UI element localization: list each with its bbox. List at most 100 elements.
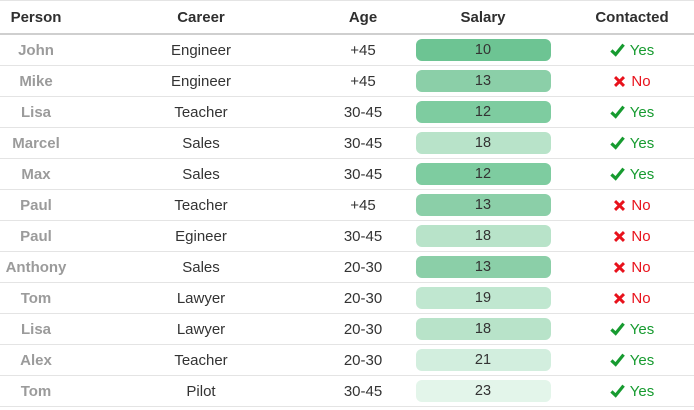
salary-badge: 12 [415,163,551,185]
contacted-label: Yes [629,351,655,369]
check-icon [610,383,625,398]
table-row: Tom Pilot 30-45 23 Yes [0,375,694,407]
person-cell: Max [0,158,72,190]
age-cell: 30-45 [330,158,396,190]
table-row: Anthony Sales 20-30 13 No [0,251,694,283]
salary-cell: 18 [396,220,570,252]
contacted-label: Yes [629,320,655,338]
table-row: Lisa Teacher 30-45 12 Yes [0,96,694,128]
person-cell: Mike [0,65,72,97]
person-cell: Marcel [0,127,72,159]
contacted-cell: Yes [570,375,694,407]
career-cell: Lawyer [72,282,330,314]
contacted-cell: No [570,282,694,314]
header-row: Person Career Age Salary Contacted [0,0,694,35]
salary-cell: 21 [396,344,570,376]
table-row: Max Sales 30-45 12 Yes [0,158,694,190]
column-header-person: Person [0,0,72,35]
salary-badge: 13 [415,70,551,92]
salary-cell: 23 [396,375,570,407]
person-cell: Lisa [0,313,72,345]
person-cell: Tom [0,375,72,407]
contacted-label: Yes [629,382,655,400]
contacted-label: Yes [629,134,655,152]
career-cell: Egineer [72,220,330,252]
age-cell: +45 [330,65,396,97]
age-cell: 20-30 [330,251,396,283]
contacted-cell: Yes [570,34,694,66]
cross-icon [613,261,626,274]
check-icon [610,104,625,119]
age-cell: +45 [330,189,396,221]
contacted-label: Yes [629,41,655,59]
contacted-label: No [631,196,651,214]
career-cell: Engineer [170,41,232,59]
contacted-cell: No [570,220,694,252]
age-cell: 20-30 [330,282,396,314]
career-cell: Sales [72,251,330,283]
contacted-cell: No [570,251,694,283]
career-cell: Lawyer [72,313,330,345]
table-row: Mike Engineer +45 13 No [0,65,694,97]
contacted-label: No [631,227,651,245]
table-row: Marcel Sales 30-45 18 Yes [0,127,694,159]
contacted-label: No [631,72,651,90]
contacted-label: No [631,258,651,276]
salary-cell: 19 [396,282,570,314]
salary-badge: 18 [415,225,551,247]
cross-icon [613,230,626,243]
career-cell: Teacher [72,344,330,376]
salary-cell: 13 [396,189,570,221]
table-row: Tom Lawyer 20-30 19 No [0,282,694,314]
person-cell: Paul [0,220,72,252]
table-row: Paul Egineer 30-45 18 No [0,220,694,252]
career-cell: Pilot [72,375,330,407]
column-header-salary: Salary [396,0,570,35]
contacted-cell: No [570,65,694,97]
age-cell: 30-45 [330,96,396,128]
person-cell: Paul [0,189,72,221]
table-row: Alex Teacher 20-30 21 Yes [0,344,694,376]
salary-badge: 13 [415,256,551,278]
cross-icon [613,75,626,88]
cross-icon [613,292,626,305]
career-cell: Teacher [72,96,330,128]
age-cell: 20-30 [330,344,396,376]
column-header-contacted: Contacted [570,0,694,35]
age-cell: 20-30 [330,313,396,345]
person-cell: Alex [0,344,72,376]
salary-cell: 18 [396,313,570,345]
salary-cell: 10 [396,34,570,66]
contacted-cell: Yes [570,96,694,128]
salary-badge: 18 [415,318,551,340]
person-cell: Lisa [0,96,72,128]
person-cell: Tom [0,282,72,314]
person-cell: Anthony [0,251,72,283]
salary-cell: 12 [396,96,570,128]
contacted-cell: Yes [570,127,694,159]
table-row: Paul Teacher +45 13 No [0,189,694,221]
salary-cell: 12 [396,158,570,190]
cross-icon [613,199,626,212]
salary-badge: 12 [415,101,551,123]
career-cell: Sales [72,127,330,159]
check-icon [610,321,625,336]
age-cell: 30-45 [330,375,396,407]
salary-badge: 18 [415,132,551,154]
contacted-label: Yes [629,103,655,121]
check-icon [610,352,625,367]
column-header-age: Age [330,0,396,35]
check-icon [610,135,625,150]
salary-badge: 13 [415,194,551,216]
contacted-label: Yes [629,165,655,183]
career-cell: Sales [72,158,330,190]
table-row: John Engineer +45 10 Yes [0,34,694,66]
career-cell: Engineer [72,65,330,97]
column-header-career: Career [72,0,330,35]
salary-cell: 13 [396,65,570,97]
age-cell: +45 [350,41,376,59]
contacted-cell: No [570,189,694,221]
table-body: John Engineer +45 10 Yes Mike Engineer +… [0,34,694,407]
salary-badge: 23 [415,380,551,402]
person-cell: John [18,41,54,59]
